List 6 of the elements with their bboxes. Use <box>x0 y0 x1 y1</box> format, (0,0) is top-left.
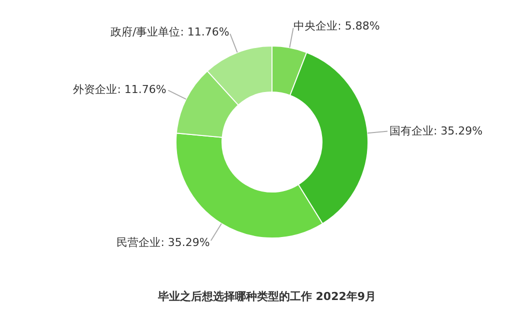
slice-label: 中央企业: 5.88% <box>294 20 380 33</box>
slice-label: 国有企业: 35.29% <box>389 124 483 138</box>
slice-label: 外资企业: 11.76% <box>73 82 166 96</box>
slice-label: 政府/事业单位: 11.76% <box>110 25 230 38</box>
slice-label: 民营企业: 35.29% <box>116 236 210 249</box>
text: 毕业之后想选择哪种类型的工作 2022年9月 <box>156 290 376 303</box>
